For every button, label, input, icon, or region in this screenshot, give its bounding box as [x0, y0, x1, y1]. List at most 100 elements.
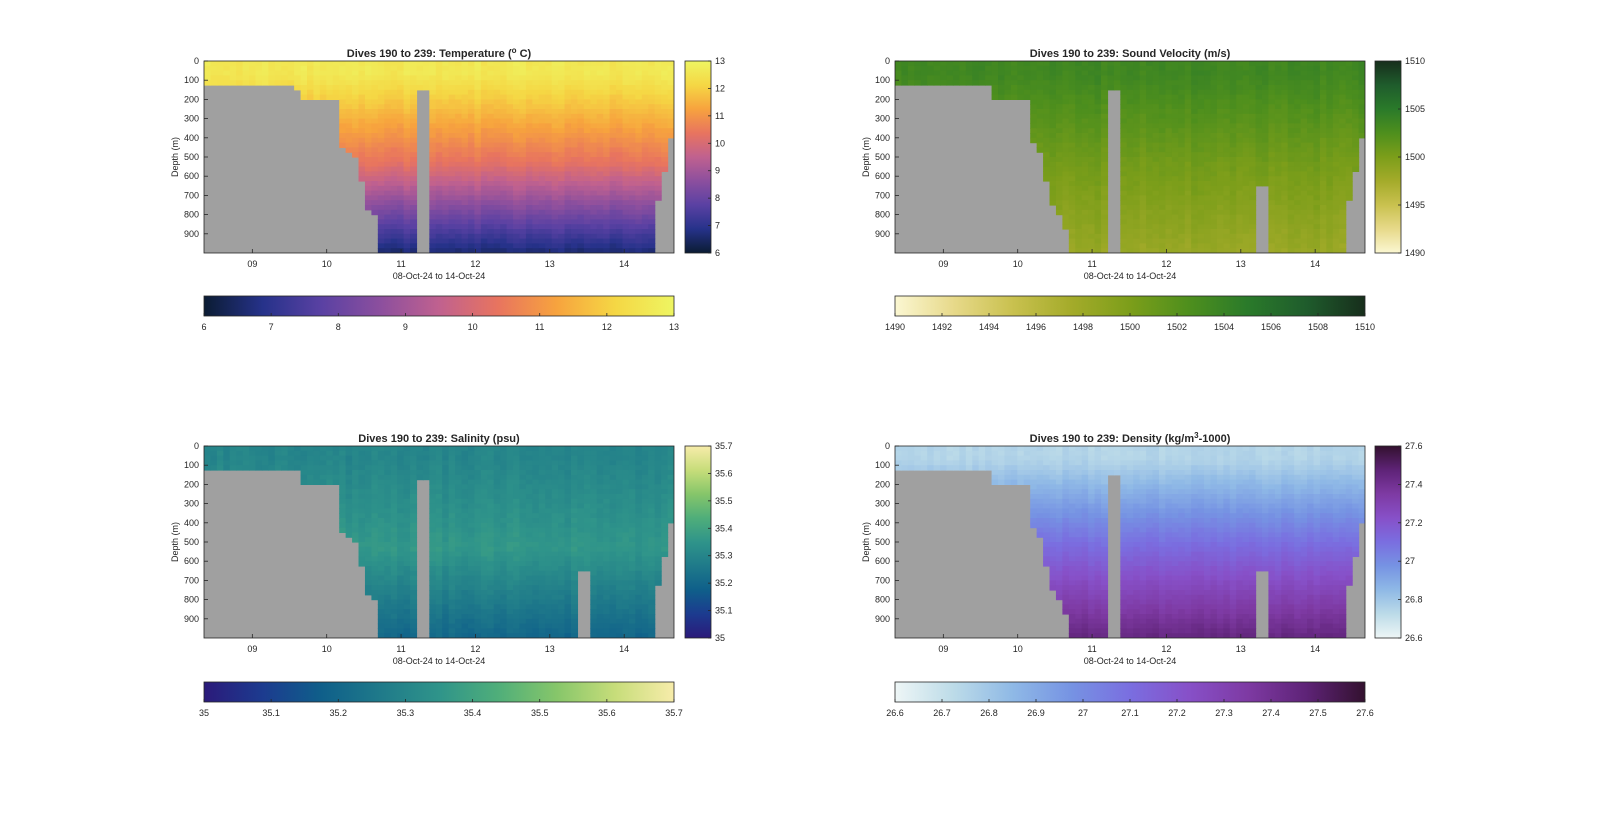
heatmap-cell	[1236, 219, 1244, 225]
heatmap-cell	[1242, 142, 1250, 148]
heatmap-cell	[397, 551, 405, 557]
heatmap-cell	[1313, 209, 1321, 216]
heatmap-cell	[1094, 128, 1102, 134]
heatmap-cell	[1036, 137, 1044, 144]
heatmap-cell	[1126, 152, 1134, 158]
heatmap-cell	[506, 128, 514, 134]
heatmap-cell	[519, 176, 527, 182]
heatmap-cell	[442, 161, 450, 168]
heatmap-cell	[448, 219, 456, 225]
heatmap-cell	[442, 75, 450, 81]
heatmap-cell	[525, 233, 533, 240]
heatmap-cell	[519, 233, 527, 240]
heatmap-cell	[1146, 205, 1154, 211]
heatmap-cell	[1036, 109, 1044, 115]
heatmap-cell	[545, 70, 553, 76]
heatmap-cell	[1075, 89, 1083, 96]
heatmap-cell	[603, 248, 611, 253]
heatmap-cell	[506, 190, 514, 196]
heatmap-cell	[403, 219, 411, 225]
heatmap-cell	[1055, 205, 1063, 211]
heatmap-cell	[1236, 113, 1244, 120]
heatmap-cell	[1088, 233, 1096, 240]
heatmap-cell	[596, 233, 604, 240]
heatmap-cell	[513, 113, 521, 120]
heatmap-cell	[500, 142, 508, 148]
heatmap-cell	[429, 147, 437, 153]
heatmap-cell	[403, 113, 411, 120]
heatmap-cell	[384, 532, 392, 538]
heatmap-cell	[377, 128, 385, 134]
heatmap-cell	[551, 157, 559, 163]
heatmap-cell	[1268, 118, 1276, 124]
heatmap-cell	[339, 508, 347, 514]
heatmap-cell	[1030, 89, 1038, 96]
heatmap-cell	[1236, 181, 1244, 187]
heatmap-cell	[1216, 137, 1224, 144]
heatmap-cell	[1268, 205, 1276, 211]
heatmap-cell	[487, 185, 495, 192]
heatmap-cell	[1165, 99, 1173, 105]
heatmap-cell	[1094, 99, 1102, 105]
heatmap-cell	[461, 465, 469, 471]
heatmap-cell	[1049, 176, 1057, 182]
heatmap-cell	[429, 190, 437, 196]
heatmap-cell	[991, 61, 999, 67]
heatmap-cell	[429, 80, 437, 86]
heatmap-cell	[480, 238, 488, 244]
heatmap-cell	[448, 465, 456, 471]
heatmap-cell	[493, 185, 501, 192]
heatmap-cell	[946, 61, 954, 67]
heatmap-cell	[1287, 181, 1295, 187]
heatmap-cell	[952, 80, 960, 86]
heatmap-cell	[1152, 65, 1160, 72]
heatmap-cell	[410, 99, 418, 105]
heatmap-cell	[1274, 113, 1282, 120]
heatmap-cell	[628, 219, 636, 225]
heatmap-cell	[364, 142, 372, 148]
heatmap-cell	[1274, 224, 1282, 230]
heatmap-cell	[1345, 85, 1353, 91]
heatmap-cell	[358, 157, 366, 163]
heatmap-cell	[352, 65, 360, 72]
heatmap-cell	[1229, 181, 1237, 187]
heatmap-cell	[1043, 89, 1051, 96]
heatmap-cell	[1313, 214, 1321, 220]
heatmap-cell	[1255, 65, 1263, 72]
heatmap-cell	[1249, 190, 1257, 196]
heatmap-cell	[1197, 233, 1205, 240]
heatmap-cell	[1307, 128, 1315, 134]
heatmap-cell	[397, 479, 405, 485]
heatmap-cell	[442, 633, 450, 638]
heatmap-cell	[358, 80, 366, 86]
heatmap-cell	[1326, 171, 1334, 177]
heatmap-cell	[403, 243, 411, 249]
heatmap-cell	[1255, 166, 1263, 172]
heatmap-cell	[487, 89, 495, 96]
heatmap-cell	[1204, 205, 1212, 211]
heatmap-cell	[570, 133, 579, 139]
heatmap-cell	[1261, 128, 1270, 134]
heatmap-cell	[525, 152, 533, 158]
heatmap-cell	[1326, 118, 1334, 124]
heatmap-cell	[371, 465, 379, 471]
heatmap-cell	[564, 118, 572, 124]
heatmap-cell	[345, 113, 353, 120]
heatmap-cell	[1191, 181, 1199, 187]
heatmap-cell	[1236, 229, 1244, 235]
heatmap-cell	[397, 508, 405, 514]
heatmap-cell	[390, 181, 398, 187]
heatmap-cell	[487, 209, 495, 216]
heatmap-cell	[461, 89, 469, 96]
heatmap-cell	[1191, 142, 1199, 148]
heatmap-cell	[1242, 109, 1250, 115]
heatmap-cell	[429, 85, 437, 91]
heatmap-cell	[1094, 176, 1102, 182]
heatmap-cell	[467, 123, 476, 129]
heatmap-cell	[616, 128, 624, 134]
heatmap-cell	[1255, 70, 1263, 76]
heatmap-cell	[364, 580, 372, 586]
heatmap-cell	[525, 185, 533, 192]
heatmap-cell	[1178, 113, 1186, 120]
heatmap-cell	[545, 214, 553, 220]
